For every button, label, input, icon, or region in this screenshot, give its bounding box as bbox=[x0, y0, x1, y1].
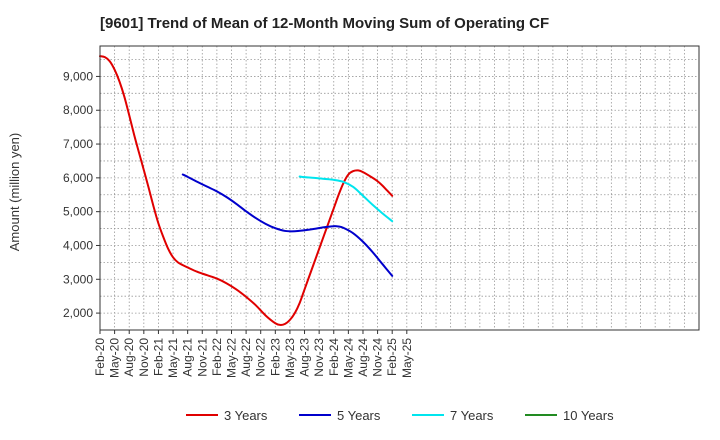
x-tick-label: Feb-23 bbox=[268, 338, 282, 376]
x-tick-label: Feb-22 bbox=[210, 338, 224, 376]
series-line-7-years bbox=[298, 175, 394, 223]
y-tick-label: 5,000 bbox=[63, 205, 93, 219]
series-line-5-years bbox=[181, 173, 394, 277]
plot-area bbox=[100, 46, 699, 330]
x-tick-label: May-23 bbox=[283, 338, 297, 378]
x-tick-label: Feb-21 bbox=[151, 338, 165, 376]
y-tick-label: 6,000 bbox=[63, 171, 93, 185]
y-tick-label: 2,000 bbox=[63, 306, 93, 320]
x-tick-label: Nov-21 bbox=[195, 338, 209, 377]
legend-label-7-years: 7 Years bbox=[450, 408, 494, 423]
x-tick-label: May-20 bbox=[108, 338, 122, 378]
x-tick-label: Feb-25 bbox=[385, 338, 399, 376]
x-tick-label: Nov-22 bbox=[254, 338, 268, 377]
x-tick-label: Nov-20 bbox=[137, 338, 151, 377]
series-line-3-years bbox=[99, 55, 394, 326]
legend-label-3-years: 3 Years bbox=[224, 408, 268, 423]
x-tick-label: Feb-20 bbox=[93, 338, 107, 376]
x-tick-label: May-24 bbox=[341, 338, 355, 378]
legend-label-5-years: 5 Years bbox=[337, 408, 381, 423]
x-tick-label: Aug-21 bbox=[181, 338, 195, 377]
x-tick-label: May-25 bbox=[400, 338, 414, 378]
y-tick-label: 3,000 bbox=[63, 272, 93, 286]
legend-label-10-years: 10 Years bbox=[563, 408, 614, 423]
series-layer bbox=[99, 55, 394, 326]
x-tick-label: Aug-24 bbox=[356, 338, 370, 377]
y-axis-title: Amount (million yen) bbox=[7, 133, 22, 252]
y-tick-label: 8,000 bbox=[63, 103, 93, 117]
x-tick-label: Aug-22 bbox=[239, 338, 253, 377]
y-tick-label: 9,000 bbox=[63, 69, 93, 83]
x-tick-label: Aug-20 bbox=[122, 338, 136, 377]
x-tick-label: Nov-23 bbox=[312, 338, 326, 377]
plot-frame bbox=[99, 45, 700, 331]
y-tick-label: 4,000 bbox=[63, 238, 93, 252]
x-tick-label: Feb-24 bbox=[327, 338, 341, 376]
x-axis: Feb-20 May-20 Aug-20 Nov-20 Feb-21 May-21 Aug-… bbox=[93, 330, 414, 378]
x-tick-label: May-21 bbox=[166, 338, 180, 378]
y-tick-label: 7,000 bbox=[63, 137, 93, 151]
legend: 3 Years 5 Years 7 Years 10 Years bbox=[186, 408, 614, 423]
x-tick-label: Nov-24 bbox=[371, 338, 385, 377]
chart-title: [9601] Trend of Mean of 12-Month Moving … bbox=[100, 15, 549, 32]
x-tick-label: May-22 bbox=[224, 338, 238, 378]
x-tick-label: Aug-23 bbox=[298, 338, 312, 377]
y-axis: 2,000 3,000 4,000 5,000 6,000 7,000 8,000 9,000 bbox=[63, 69, 100, 320]
